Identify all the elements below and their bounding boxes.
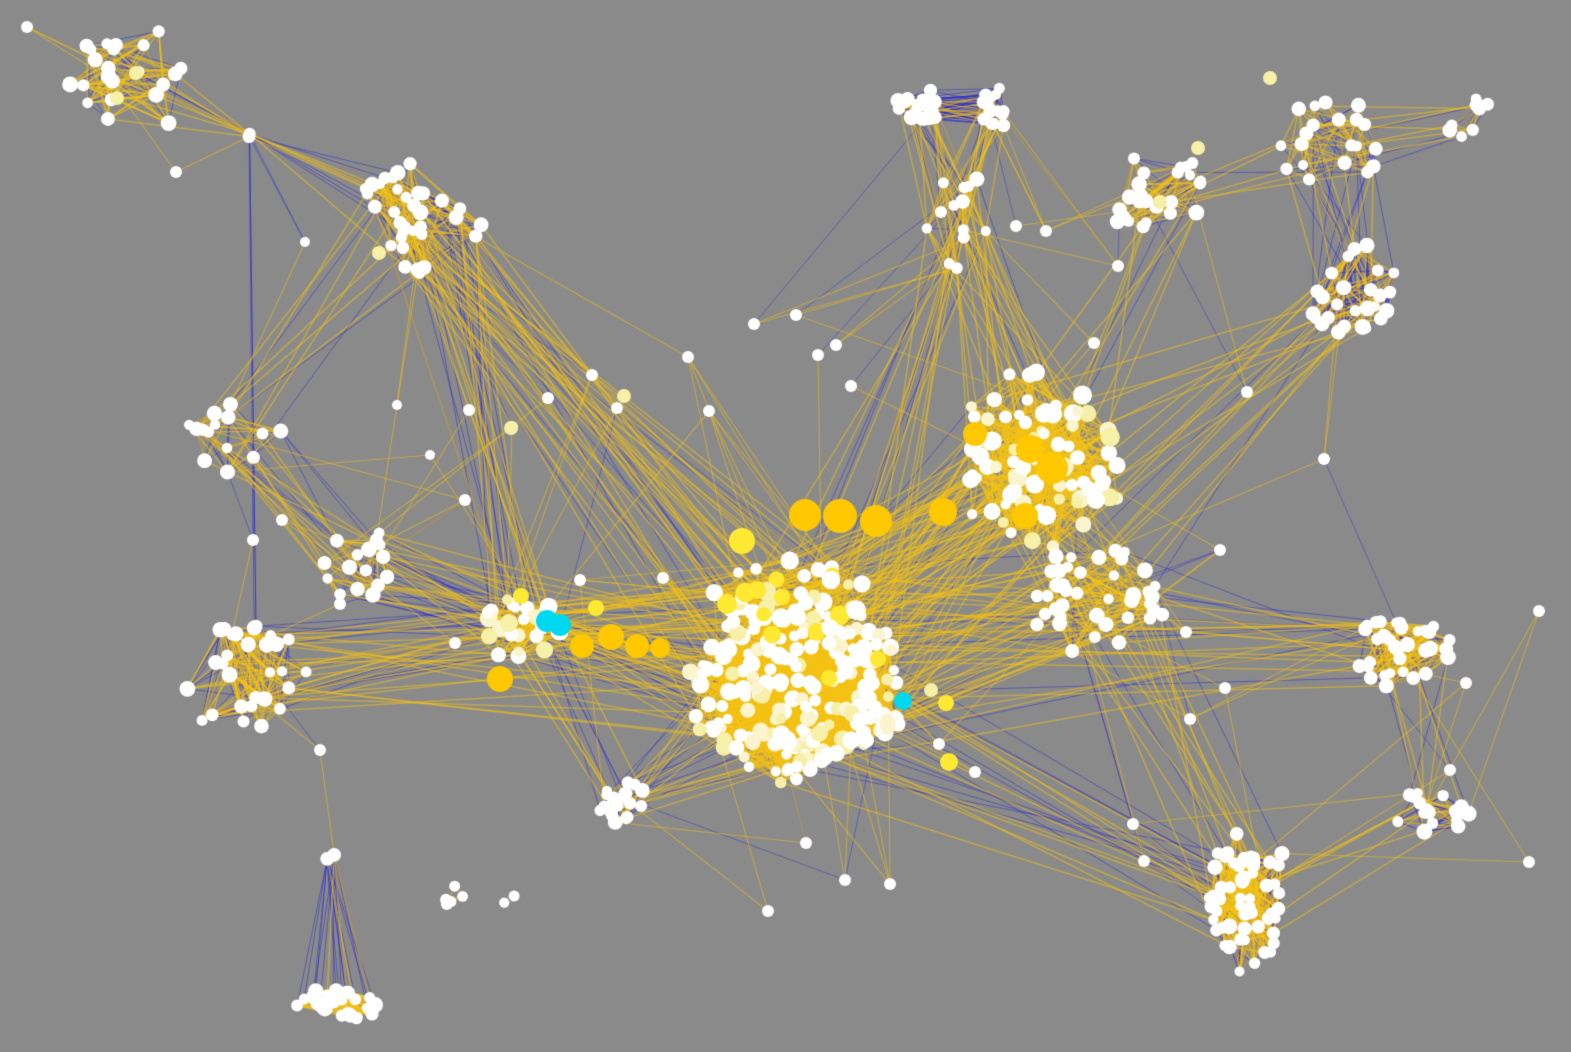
network-graph-canvas[interactable] (0, 0, 1571, 1052)
network-graph-viewport[interactable]: Network Graph Visualization (0, 0, 1571, 1052)
